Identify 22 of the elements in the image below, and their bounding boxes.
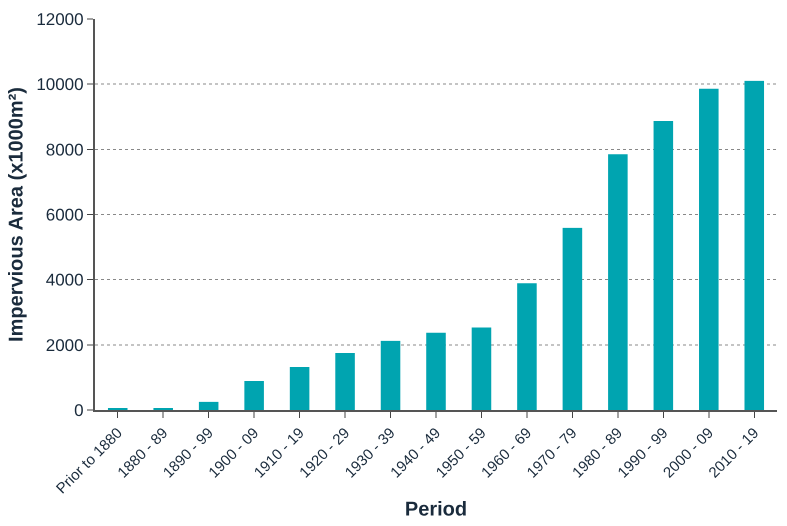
bar <box>699 88 719 410</box>
bar <box>608 154 628 410</box>
bar <box>562 228 582 410</box>
bar <box>290 366 310 410</box>
bar <box>654 120 674 410</box>
y-tick-label: 12000 <box>36 10 84 29</box>
bar <box>472 328 492 410</box>
y-tick-label: 10000 <box>36 75 84 94</box>
bar <box>335 352 355 410</box>
y-tick-label: 8000 <box>46 140 84 160</box>
y-tick-label: 6000 <box>46 205 84 224</box>
bar <box>380 340 400 410</box>
y-tick-label: 0 <box>74 400 84 420</box>
bar <box>744 80 764 410</box>
bar <box>517 283 537 410</box>
x-axis-title: Period <box>404 498 468 520</box>
y-tick-label: 2000 <box>46 336 84 355</box>
y-tick-label: 4000 <box>46 270 84 290</box>
bar <box>244 381 264 410</box>
y-axis-title: Impervious Area (x1000m²) <box>5 87 28 342</box>
bar <box>426 332 446 410</box>
bar <box>198 402 218 410</box>
